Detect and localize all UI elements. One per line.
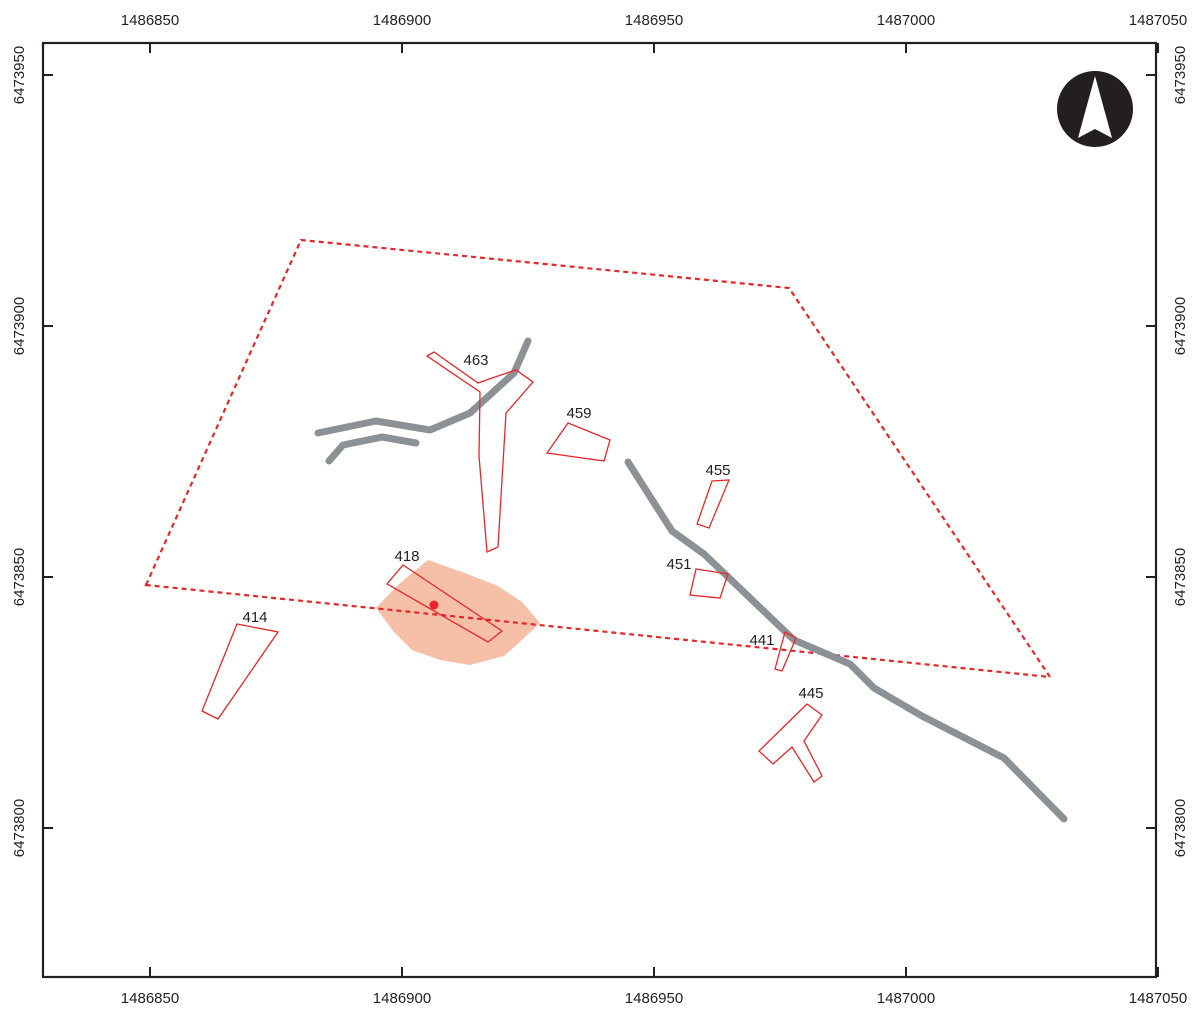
x-tick-labels-bottom: 1486850 1486900 1486950 1487000 1487050: [121, 990, 1187, 1007]
feature-418-outline: [386, 564, 504, 643]
feature-414-outline: [201, 623, 280, 720]
feature-label-451: 451: [666, 556, 691, 573]
y-tick-label-left: 6473850: [11, 548, 28, 606]
point-marker: [429, 600, 439, 610]
road-southeast: [624, 458, 1068, 823]
x-tick-label-top: 1486950: [625, 12, 683, 29]
y-tick-label-left: 6473900: [11, 297, 28, 355]
x-tick-label-bottom: 1487000: [877, 990, 935, 1007]
feature-label-455: 455: [705, 462, 730, 479]
y-tick-label-left: 6473950: [11, 46, 28, 104]
y-tick-label-left: 6473800: [11, 799, 28, 857]
feature-459-outline: [545, 422, 611, 462]
feature-label-441: 441: [749, 632, 774, 649]
feature-463-outline: [425, 351, 534, 553]
survey-boundary: [144, 238, 1053, 679]
highlight-area: [376, 560, 540, 665]
y-tick-label-right: 6473850: [1172, 548, 1189, 606]
feature-label-463: 463: [463, 352, 488, 369]
feature-441-outline: [774, 631, 797, 672]
y-tick-labels-left: 6473950 6473900 6473850 6473800: [11, 46, 28, 857]
x-tick-label-top: 1487050: [1129, 12, 1187, 29]
feature-labels: 463 459 455 451 441 445 418 414: [242, 352, 823, 702]
x-tick-label-bottom: 1486950: [625, 990, 683, 1007]
feature-label-414: 414: [242, 609, 267, 626]
feature-label-418: 418: [394, 548, 419, 565]
y-tick-label-right: 6473900: [1172, 297, 1189, 355]
feature-label-459: 459: [566, 405, 591, 422]
y-tick-label-right: 6473800: [1172, 799, 1189, 857]
y-tick-label-right: 6473950: [1172, 46, 1189, 104]
x-tick-label-top: 1487000: [877, 12, 935, 29]
x-tick-label-top: 1486900: [373, 12, 431, 29]
y-tick-labels-right: 6473950 6473900 6473850 6473800: [1172, 46, 1189, 857]
roads: [314, 337, 1068, 823]
feature-label-445: 445: [798, 685, 823, 702]
feature-445-outline: [758, 703, 823, 783]
feature-451-outline: [689, 568, 729, 599]
north-arrow-icon: [1057, 71, 1133, 147]
x-tick-label-bottom: 1487050: [1129, 990, 1187, 1007]
road-northwest-spur: [325, 433, 420, 465]
map-frame: [41, 41, 1158, 979]
features: [201, 351, 823, 783]
x-tick-label-bottom: 1486900: [373, 990, 431, 1007]
x-tick-label-bottom: 1486850: [121, 990, 179, 1007]
y-ticks: [43, 74, 1156, 829]
x-tick-label-top: 1486850: [121, 12, 179, 29]
feature-455-outline: [696, 479, 730, 529]
road-northwest: [314, 337, 532, 437]
x-tick-labels-top: 1486850 1486900 1486950 1487000 1487050: [121, 12, 1187, 29]
x-ticks: [149, 43, 1159, 977]
